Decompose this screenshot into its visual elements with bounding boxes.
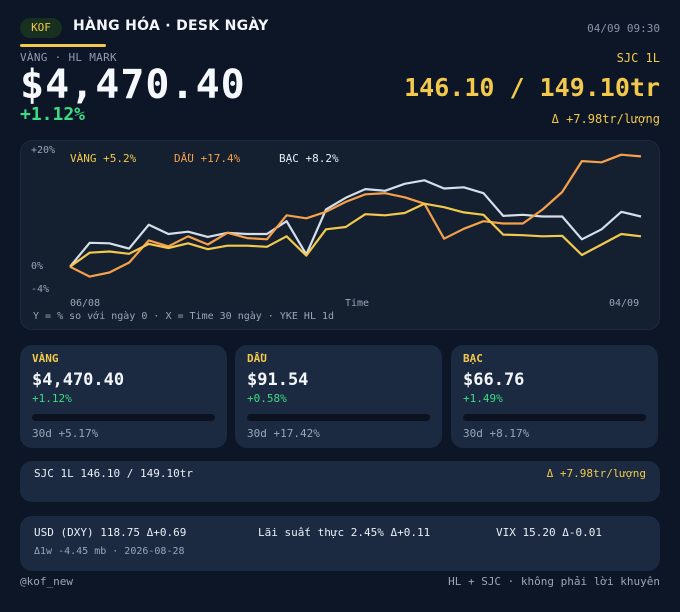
legend-silver: BẠC +8.2%: [279, 152, 339, 165]
card-name: DẦU: [247, 352, 267, 365]
sjc-strip[interactable]: SJC 1L 146.10 / 149.10tr Δ +7.98tr/lượng: [20, 461, 660, 502]
card-progress-bar: [247, 414, 430, 421]
y-tick-top: +20%: [31, 145, 56, 156]
series-line-1: [69, 153, 642, 278]
sjc-delta: Δ +7.98tr/lượng: [551, 112, 660, 126]
card-30d-change: 30d +5.17%: [32, 427, 99, 440]
page-title: HÀNG HÓA · DESK NGÀY: [73, 18, 269, 34]
y-tick-bottom: -4%: [31, 284, 50, 295]
card-change: +0.58%: [247, 392, 287, 405]
card-name: VÀNG: [32, 352, 59, 365]
card-progress-bar: [32, 414, 215, 421]
sjc-price: 146.10 / 149.10tr: [404, 73, 660, 102]
gold-label: VÀNG · HL MARK: [20, 51, 117, 64]
card-price: $4,470.40: [32, 370, 125, 390]
legend-gold: VÀNG +5.2%: [70, 152, 137, 165]
chart-caption: Y = % so với ngày 0 · X = Time 30 ngày ·…: [33, 311, 335, 322]
macro-usd: USD (DXY) 118.75 Δ+0.69: [34, 526, 187, 539]
sjc-label: SJC 1L: [616, 51, 660, 65]
series-line-2: [69, 179, 642, 268]
x-axis-label: Time: [345, 298, 370, 309]
x-tick-end: 04/09: [609, 298, 640, 309]
macro-vix: VIX 15.20 Δ-0.01: [496, 526, 602, 539]
y-tick-zero: 0%: [31, 261, 44, 272]
sjc-strip-delta: Δ +7.98tr/lượng: [546, 467, 646, 480]
card-gold[interactable]: VÀNG $4,470.40 +1.12% 30d +5.17%: [20, 345, 227, 448]
gold-price: $4,470.40: [20, 62, 246, 108]
app-badge: KOF: [20, 18, 62, 38]
macro-panel: USD (DXY) 118.75 Δ+0.69 Lãi suất thực 2.…: [20, 516, 660, 571]
performance-chart: [69, 153, 642, 278]
sjc-strip-text: SJC 1L 146.10 / 149.10tr: [34, 467, 193, 480]
legend-oil: DẦU +17.4%: [174, 152, 241, 165]
footer-handle: @kof_new: [20, 575, 73, 588]
footer-disclaimer: HL + SJC · không phải lời khuyên: [448, 575, 660, 588]
chart-panel: [20, 140, 660, 330]
card-price: $91.54: [247, 370, 309, 390]
card-price: $66.76: [463, 370, 525, 390]
macro-footnote: Δ1w -4.45 mb · 2026-08-28: [34, 546, 185, 557]
card-change: +1.12%: [32, 392, 72, 405]
card-name: BẠC: [463, 352, 483, 365]
card-change: +1.49%: [463, 392, 503, 405]
card-oil[interactable]: DẦU $91.54 +0.58% 30d +17.42%: [235, 345, 442, 448]
active-tab-underline: [20, 44, 106, 47]
gold-change: +1.12%: [20, 104, 86, 125]
card-progress-bar: [463, 414, 646, 421]
card-30d-change: 30d +8.17%: [463, 427, 530, 440]
series-line-0: [69, 202, 642, 268]
card-silver[interactable]: BẠC $66.76 +1.49% 30d +8.17%: [451, 345, 658, 448]
x-tick-start: 06/08: [70, 298, 101, 309]
card-30d-change: 30d +17.42%: [247, 427, 320, 440]
timestamp: 04/09 09:30: [587, 22, 660, 35]
macro-real-rate: Lãi suất thực 2.45% Δ+0.11: [258, 526, 431, 539]
